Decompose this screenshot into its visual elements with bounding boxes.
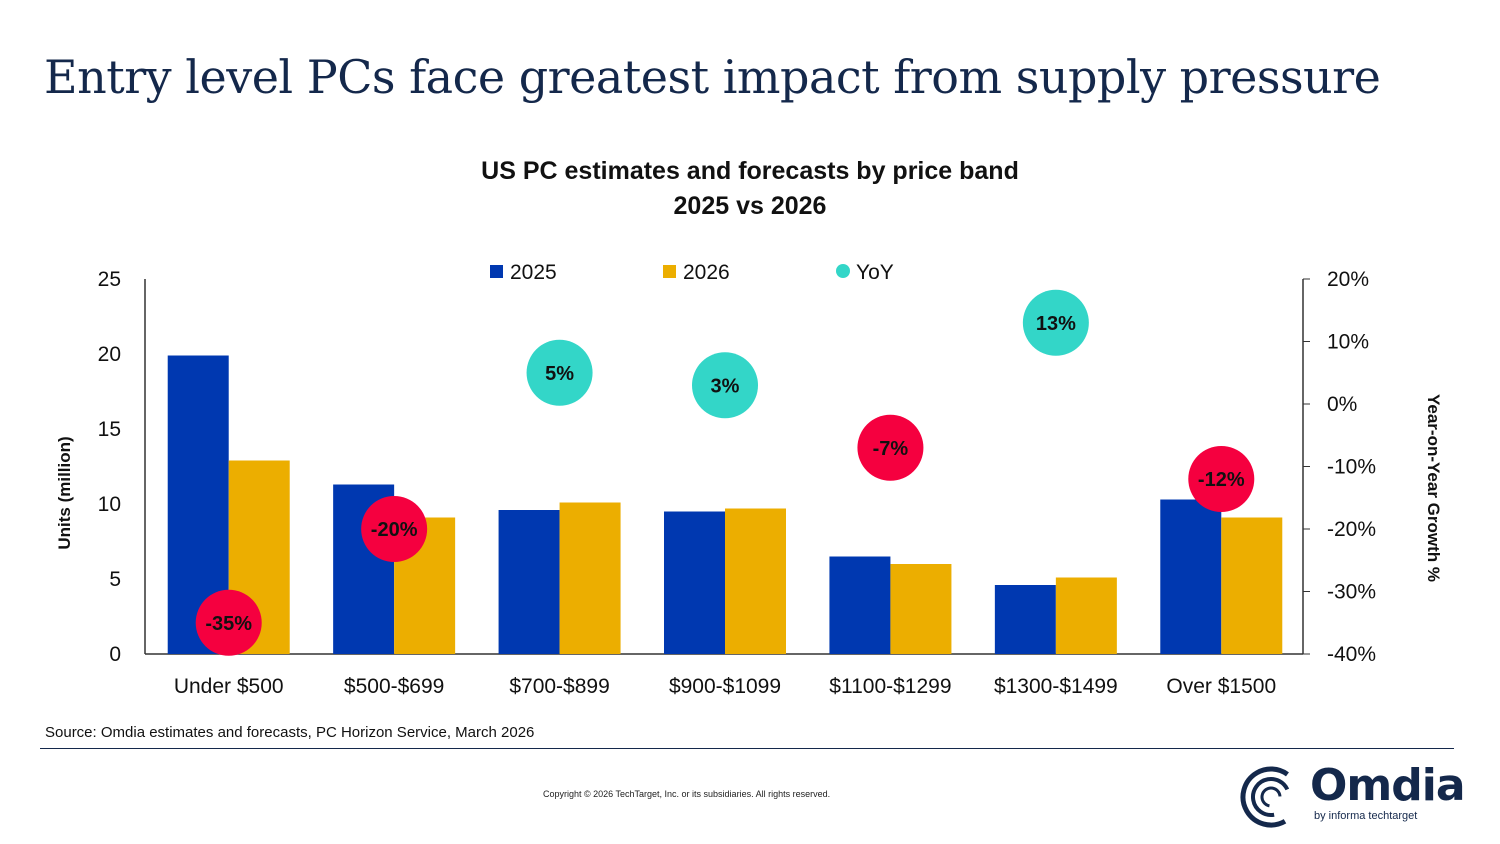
yoy-point <box>692 352 758 419</box>
yoy-point <box>526 339 593 406</box>
y-tick-label: 20 <box>98 343 121 366</box>
bar-2026 <box>559 502 621 654</box>
bar-2025 <box>498 510 560 654</box>
y2-tick-label: -20% <box>1327 518 1376 541</box>
bar-2026 <box>890 564 952 654</box>
legend-label: YoY <box>856 261 894 284</box>
y-tick-label: 25 <box>98 268 121 291</box>
x-tick-label: $700-$899 <box>509 675 609 698</box>
yoy-label: 13% <box>1036 313 1076 335</box>
omdia-logo: Omdia by informa techtarget <box>1238 760 1466 830</box>
source-note: Source: Omdia estimates and forecasts, P… <box>45 724 535 741</box>
y-tick-label: 5 <box>109 568 121 591</box>
divider <box>40 748 1454 749</box>
yoy-label: -7% <box>873 438 909 460</box>
y-axis-title: Units (million) <box>55 436 74 549</box>
y2-tick-label: 20% <box>1327 268 1369 291</box>
y-tick-label: 0 <box>109 643 121 666</box>
yoy-label: -12% <box>1198 469 1245 491</box>
y-tick-label: 10 <box>98 493 121 516</box>
y2-tick-label: -30% <box>1327 581 1376 604</box>
chart-subtitle: 2025 vs 2026 <box>673 192 827 220</box>
legend-swatch <box>836 264 850 278</box>
bar-2025 <box>664 511 725 654</box>
x-tick-label: Over $1500 <box>1166 675 1276 698</box>
x-tick-label: $1100-$1299 <box>829 675 951 698</box>
yoy-label: -35% <box>205 613 252 635</box>
omdia-logo-icon <box>1240 766 1302 828</box>
x-tick-label: $1300-$1499 <box>994 675 1118 698</box>
bar-2026 <box>1221 517 1283 654</box>
yoy-label: -20% <box>371 519 418 541</box>
legend-label: 2025 <box>510 261 557 284</box>
yoy-point <box>1188 446 1255 512</box>
bar-2025 <box>994 585 1056 654</box>
y2-tick-label: -10% <box>1327 456 1376 479</box>
x-tick-label: $500-$699 <box>344 675 444 698</box>
yoy-label: 3% <box>711 375 740 397</box>
yoy-point <box>1022 289 1089 356</box>
y-tick-label: 15 <box>98 418 121 441</box>
chart-title: US PC estimates and forecasts by price b… <box>481 157 1019 185</box>
y2-tick-label: 10% <box>1327 331 1369 354</box>
bar-2025 <box>829 556 891 654</box>
y2-tick-label: -40% <box>1327 643 1376 666</box>
x-tick-label: $900-$1099 <box>669 675 781 698</box>
bar-2026 <box>1055 577 1117 654</box>
legend-swatch <box>663 265 676 278</box>
legend-swatch <box>490 265 503 278</box>
y2-axis-title: Year-on-Year Growth % <box>1424 394 1443 582</box>
yoy-point <box>195 589 262 656</box>
page-title: Entry level PCs face greatest impact fro… <box>44 50 1381 104</box>
yoy-label: 5% <box>545 363 574 385</box>
legend-label: 2026 <box>683 261 730 284</box>
x-tick-label: Under $500 <box>174 675 284 698</box>
copyright: Copyright © 2026 TechTarget, Inc. or its… <box>543 789 831 799</box>
chart: 0510152025-40%-30%-20%-10%0%10%20%Units … <box>55 261 1443 698</box>
logo-wordmark: Omdia <box>1310 760 1466 811</box>
logo-subtitle: by informa techtarget <box>1314 810 1418 822</box>
bar-2026 <box>725 508 786 654</box>
yoy-point <box>857 414 924 481</box>
y2-tick-label: 0% <box>1327 393 1357 416</box>
bar-2025 <box>1160 499 1222 654</box>
yoy-point <box>361 496 428 562</box>
